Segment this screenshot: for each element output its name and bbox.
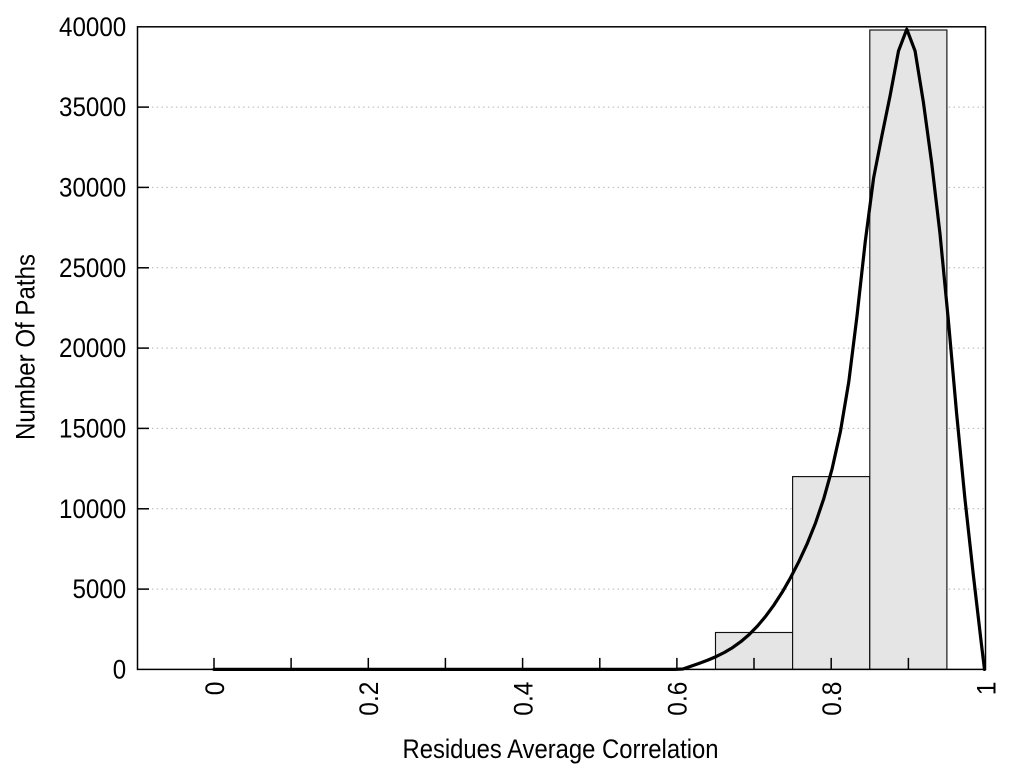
svg-text:Number Of Paths: Number Of Paths [11,254,41,440]
svg-text:40000: 40000 [59,12,126,42]
svg-text:35000: 35000 [59,92,126,122]
svg-text:0.2: 0.2 [354,682,384,716]
svg-text:20000: 20000 [59,333,126,363]
svg-text:1: 1 [971,682,1001,696]
svg-text:25000: 25000 [59,253,126,283]
svg-text:0: 0 [113,654,126,684]
svg-text:0.4: 0.4 [508,682,538,716]
svg-text:15000: 15000 [59,413,126,443]
svg-text:0.8: 0.8 [817,682,847,716]
svg-text:5000: 5000 [73,574,127,604]
svg-text:Residues Average Correlation: Residues Average Correlation [403,734,719,764]
svg-text:0.6: 0.6 [663,682,693,716]
svg-text:30000: 30000 [59,172,126,202]
svg-text:0: 0 [200,682,230,696]
svg-text:10000: 10000 [59,494,126,524]
